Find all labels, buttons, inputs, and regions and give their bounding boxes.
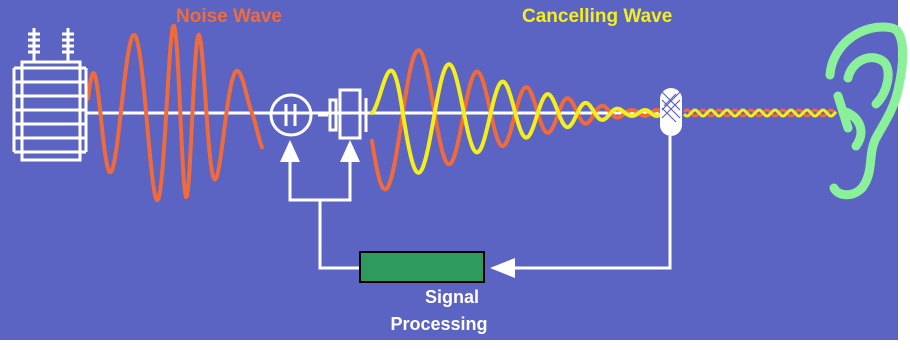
noise-wave-label: Noise Wave [176,6,282,27]
signal-processing-label-line1: Signal [424,287,479,307]
signal-processing-box [359,251,485,283]
ear-icon [825,22,908,200]
residual-cancelling-wave [682,108,838,118]
signal-processing-label-line2: Processing [390,314,488,334]
mixer-icon [269,93,313,137]
microphone-icon [660,88,682,136]
feedback-loop [288,136,672,270]
cancelling-wave [370,62,662,175]
cancelling-wave-label: Cancelling Wave [522,6,673,27]
arrow-to-speaker [340,140,360,162]
arrow-to-processor [490,258,515,278]
transformer-icon [12,28,88,162]
arrow-to-mixer [280,140,300,162]
speaker-icon [328,88,368,140]
